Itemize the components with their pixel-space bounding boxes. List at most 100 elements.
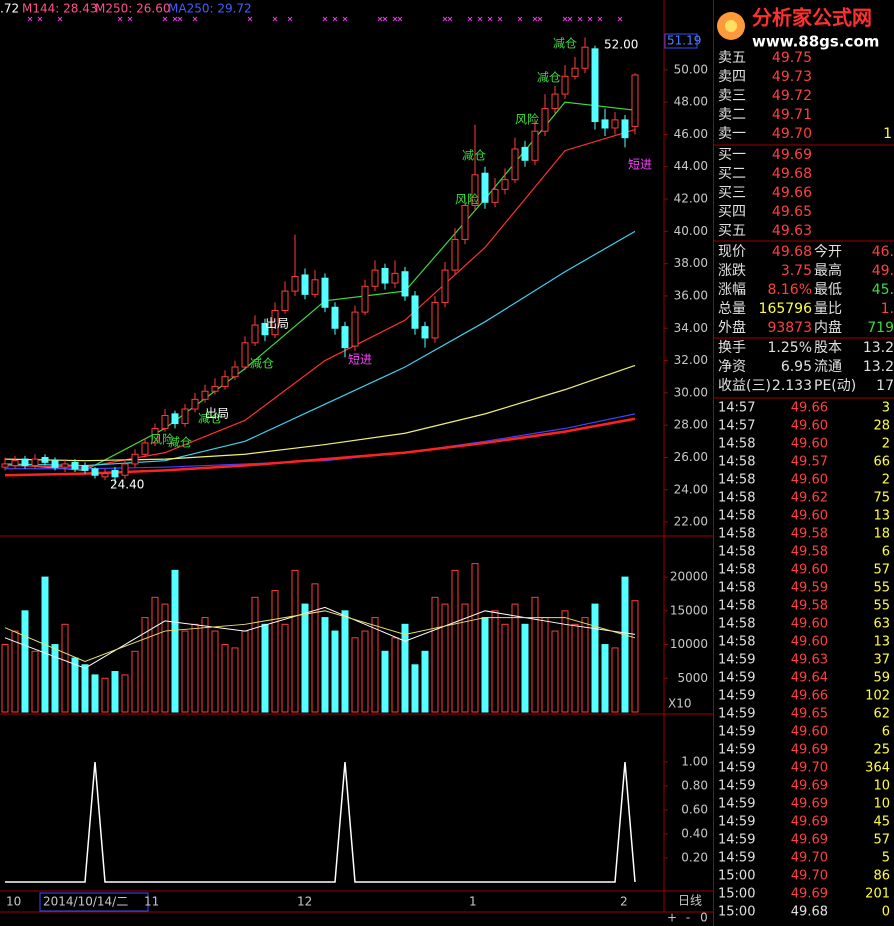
- volume-bar: [381, 650, 389, 713]
- tick-price: 49.60: [791, 725, 828, 740]
- unit-label: X10: [668, 697, 692, 711]
- candle-body: [291, 276, 299, 292]
- signal-marker: [332, 16, 338, 22]
- candle-body: [331, 306, 339, 329]
- x-tick-label: 12: [297, 895, 312, 909]
- x-tick-label: 10: [6, 895, 21, 909]
- tick-time: 14:59: [718, 725, 755, 740]
- tick-volume: 201: [865, 887, 890, 902]
- tick-price: 49.70: [791, 851, 828, 866]
- y-tick-label: 0.60: [681, 803, 708, 817]
- quote-label: 涨幅: [718, 282, 746, 298]
- candle-body: [21, 458, 29, 467]
- quote-value: 3.75: [781, 263, 812, 279]
- quote-value: 46.: [872, 244, 894, 260]
- tick-price: 49.62: [791, 491, 828, 506]
- volume-bar: [501, 623, 509, 713]
- candle-body: [91, 468, 99, 476]
- candle-body: [511, 148, 519, 181]
- volume-bar: [361, 630, 369, 713]
- volume-bar: [431, 596, 439, 713]
- y-tick-label: 5000: [677, 671, 708, 685]
- tick-price: 49.60: [791, 419, 828, 434]
- tick-time: 14:59: [718, 689, 755, 704]
- candle-body: [521, 146, 529, 161]
- candle-body: [121, 463, 129, 476]
- annotation: 减仓: [553, 37, 577, 51]
- book-price: 49.71: [772, 107, 812, 123]
- last-price: 51.19: [667, 34, 701, 48]
- tick-time: 14:59: [718, 653, 755, 668]
- control-button[interactable]: +: [667, 911, 677, 925]
- quote-label: 流通: [814, 359, 842, 375]
- quote-value: 165796: [759, 301, 813, 317]
- volume-bar: [281, 623, 289, 713]
- tick-volume: 364: [865, 761, 890, 776]
- volume-bar: [171, 569, 179, 713]
- volume-bar: [341, 610, 349, 713]
- volume-bar: [481, 617, 489, 713]
- signal-marker: [517, 16, 523, 22]
- tick-volume: 2: [882, 473, 890, 488]
- tick-time: 14:57: [718, 401, 755, 416]
- tick-volume: 0: [882, 905, 890, 920]
- tick-price: 49.60: [791, 509, 828, 524]
- indicator-line: [5, 761, 636, 883]
- book-price: 49.70: [772, 126, 812, 142]
- tick-price: 49.58: [791, 545, 828, 560]
- tick-price: 49.68: [791, 905, 828, 920]
- signal-marker: [247, 16, 253, 22]
- date-cursor-box: [39, 892, 149, 912]
- tick-price: 49.58: [791, 599, 828, 614]
- candle-body: [471, 174, 479, 207]
- y-tick-label: 50.00: [674, 62, 708, 76]
- volume-bar: [621, 576, 629, 713]
- volume-bar: [521, 623, 529, 713]
- annotation: 减仓: [462, 149, 486, 163]
- book-label: 卖二: [718, 107, 746, 123]
- signal-marker: [577, 16, 583, 22]
- y-tick-label: 0.80: [681, 779, 708, 793]
- last-price-box: [664, 33, 698, 49]
- tick-price: 49.66: [791, 401, 828, 416]
- y-tick-label: 48.00: [674, 95, 708, 109]
- book-price: 49.63: [772, 223, 812, 239]
- tick-volume: 2: [882, 437, 890, 452]
- ma-line: [4, 610, 636, 662]
- tick-time: 14:58: [718, 491, 755, 506]
- volume-bar: [141, 617, 149, 713]
- y-tick-label: 10000: [670, 637, 708, 651]
- book-price: 49.66: [772, 185, 812, 201]
- candle-body: [551, 93, 559, 110]
- volume-bar: [411, 664, 419, 713]
- quote-value: 49.: [872, 263, 894, 279]
- tick-time: 14:59: [718, 851, 755, 866]
- signal-marker: [587, 16, 593, 22]
- tick-volume: 5: [882, 851, 890, 866]
- control-button[interactable]: 0: [700, 911, 708, 925]
- y-tick-label: 34.00: [674, 321, 708, 335]
- signal-marker: [567, 16, 573, 22]
- annotation: 风险: [150, 432, 174, 447]
- y-tick-label: 38.00: [674, 256, 708, 270]
- volume-bar: [251, 596, 259, 713]
- book-price: 49.72: [772, 88, 812, 104]
- volume-bar: [611, 647, 619, 713]
- candle-body: [161, 414, 169, 429]
- book-label: 卖四: [718, 69, 746, 85]
- signal-marker: [442, 16, 448, 22]
- signal-marker: [597, 16, 603, 22]
- volume-bar: [201, 617, 209, 713]
- tick-time: 14:58: [718, 599, 755, 614]
- tick-price: 49.60: [791, 617, 828, 632]
- tick-time: 14:58: [718, 473, 755, 488]
- tick-price: 49.60: [791, 437, 828, 452]
- candle-body: [501, 179, 509, 190]
- signal-marker: [497, 16, 503, 22]
- candle-body: [281, 290, 289, 311]
- book-label: 卖五: [718, 50, 746, 66]
- volume-bar: [91, 674, 99, 713]
- control-button[interactable]: -: [686, 911, 690, 925]
- y-tick-label: 44.00: [674, 159, 708, 173]
